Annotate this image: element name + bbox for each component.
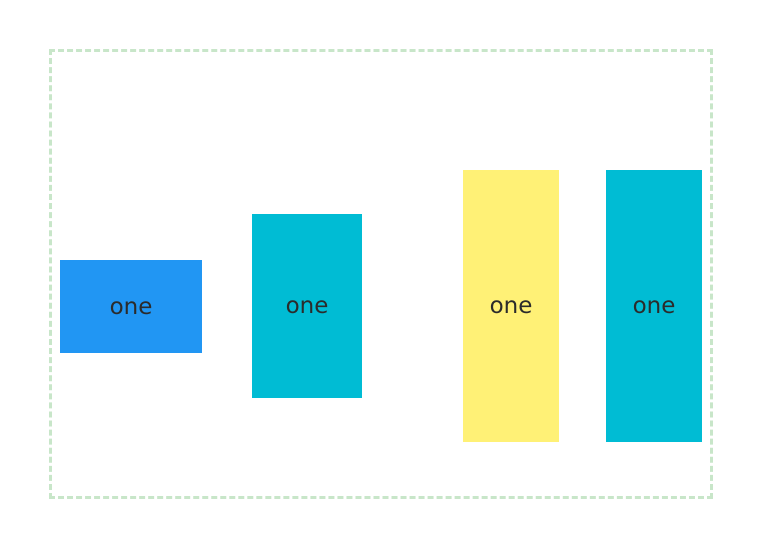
flex-item-2: one <box>252 214 362 398</box>
flex-container <box>49 49 713 499</box>
flex-item-4: one <box>606 170 702 442</box>
flex-item-label: one <box>109 293 153 320</box>
flex-item-label: one <box>489 293 533 319</box>
flex-item-3: one <box>463 170 559 442</box>
flex-item-label: one <box>285 293 329 319</box>
flex-item-label: one <box>632 293 676 319</box>
flex-item-1: one <box>60 260 202 353</box>
